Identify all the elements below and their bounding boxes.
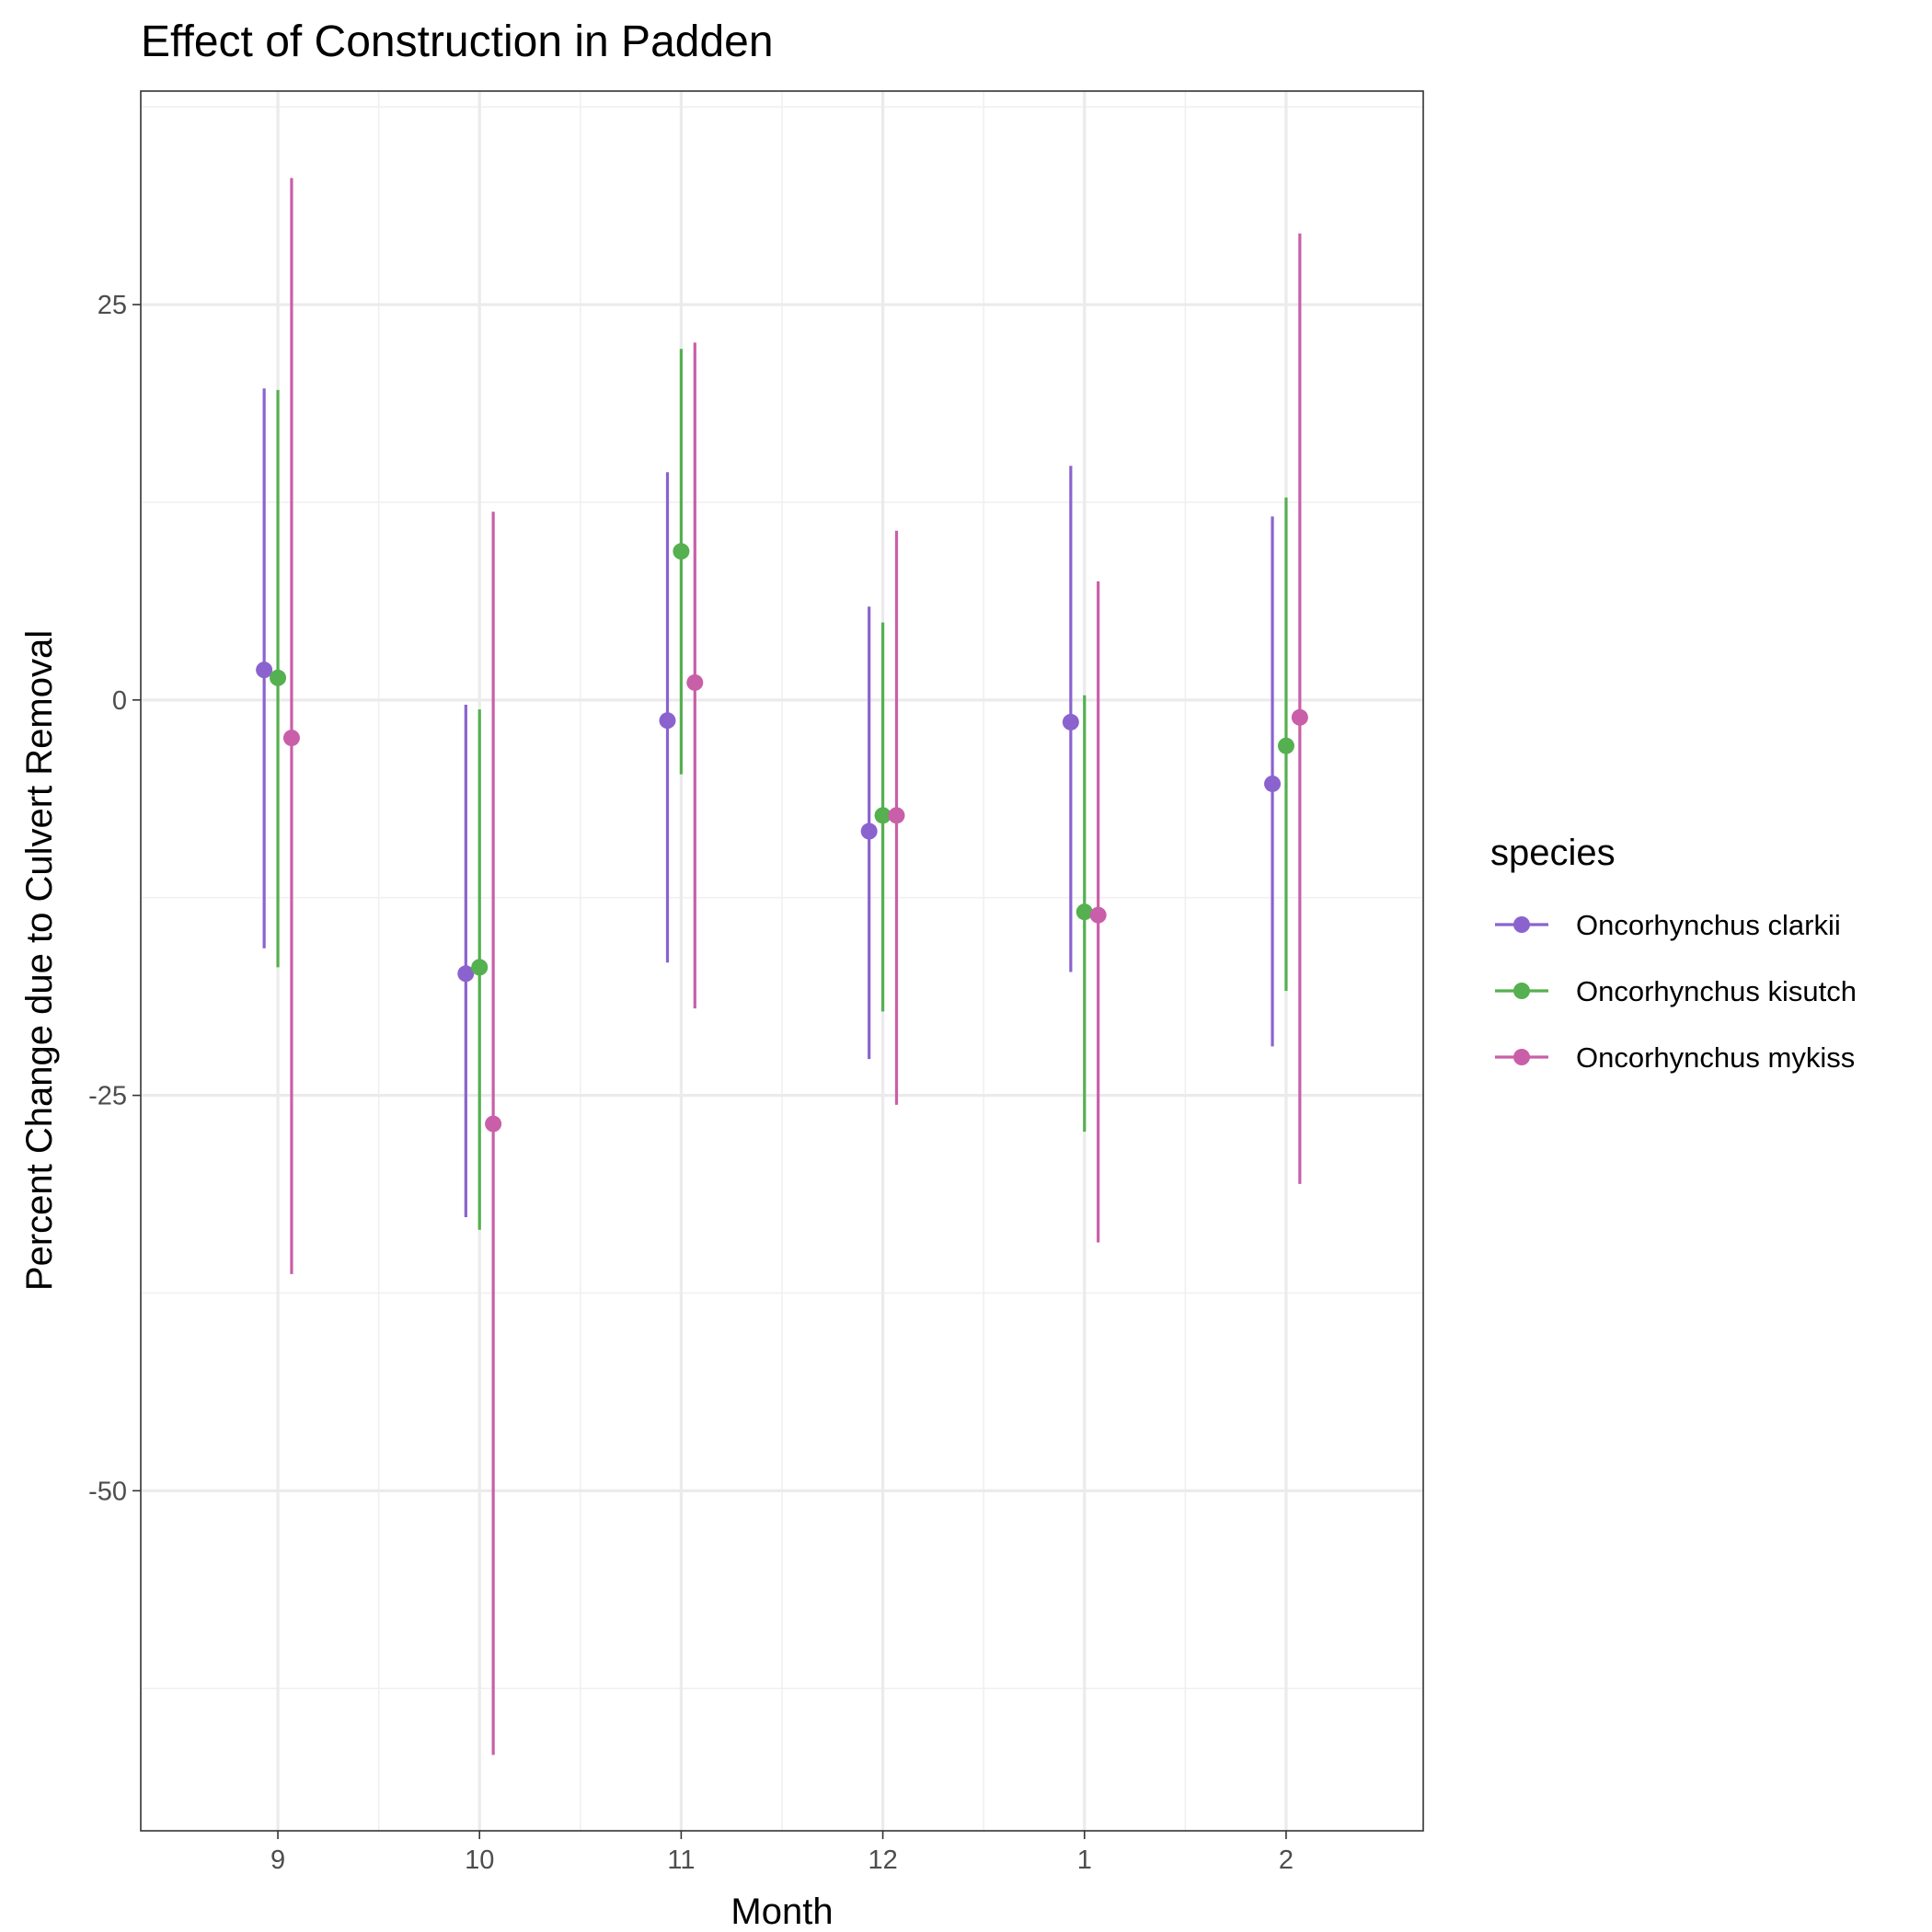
data-point [1277,737,1294,754]
chart-title: Effect of Construction in Padden [141,17,774,66]
legend: species Oncorhynchus clarkiiOncorhynchus… [1490,833,1857,1074]
x-tick-label: 12 [868,1846,897,1875]
legend-label: Oncorhynchus kisutch [1576,975,1857,1007]
data-point [860,822,878,840]
legend-key-point [1513,983,1530,999]
minor-gridlines [141,91,1423,1831]
legend-label: Oncorhynchus clarkii [1576,909,1841,941]
data-point [659,712,676,730]
data-point [673,543,690,560]
data-point [471,959,489,976]
axis-ticks: 250-25-509 10 11 12 1 2 [88,291,1294,1875]
legend-key-point [1513,1049,1530,1065]
data-point [1075,903,1093,921]
data-point [1089,906,1107,924]
x-tick-label: 9 [270,1846,285,1875]
legend-key-point [1513,916,1530,933]
legend-keys: Oncorhynchus clarkii Oncorhynchus kisutch… [1495,909,1857,1074]
x-tick-label: 10 [465,1846,494,1875]
data-point [270,669,287,686]
data-point [1264,775,1282,792]
y-tick-label: -25 [88,1082,127,1111]
data-point [874,807,891,824]
legend-title: species [1490,833,1616,873]
data-point [1062,713,1079,730]
x-tick-label: 11 [667,1846,695,1875]
data-point [1291,708,1308,726]
data-point [485,1115,502,1133]
data-point [282,730,300,747]
y-tick-label: 0 [112,686,127,716]
data-marks [256,178,1308,1755]
legend-label: Oncorhynchus mykiss [1576,1041,1855,1074]
data-point [686,673,704,691]
x-tick-label: 2 [1279,1846,1294,1875]
data-point [457,965,475,983]
y-tick-label: -50 [88,1477,127,1506]
plot-border [140,90,1424,1832]
x-axis-title: Month [730,1892,833,1932]
x-tick-label: 1 [1077,1846,1092,1875]
y-axis-title: Percent Change due to Culvert Removal [19,630,60,1291]
data-point [888,807,905,824]
y-tick-label: 25 [98,291,127,320]
data-point [256,661,273,679]
